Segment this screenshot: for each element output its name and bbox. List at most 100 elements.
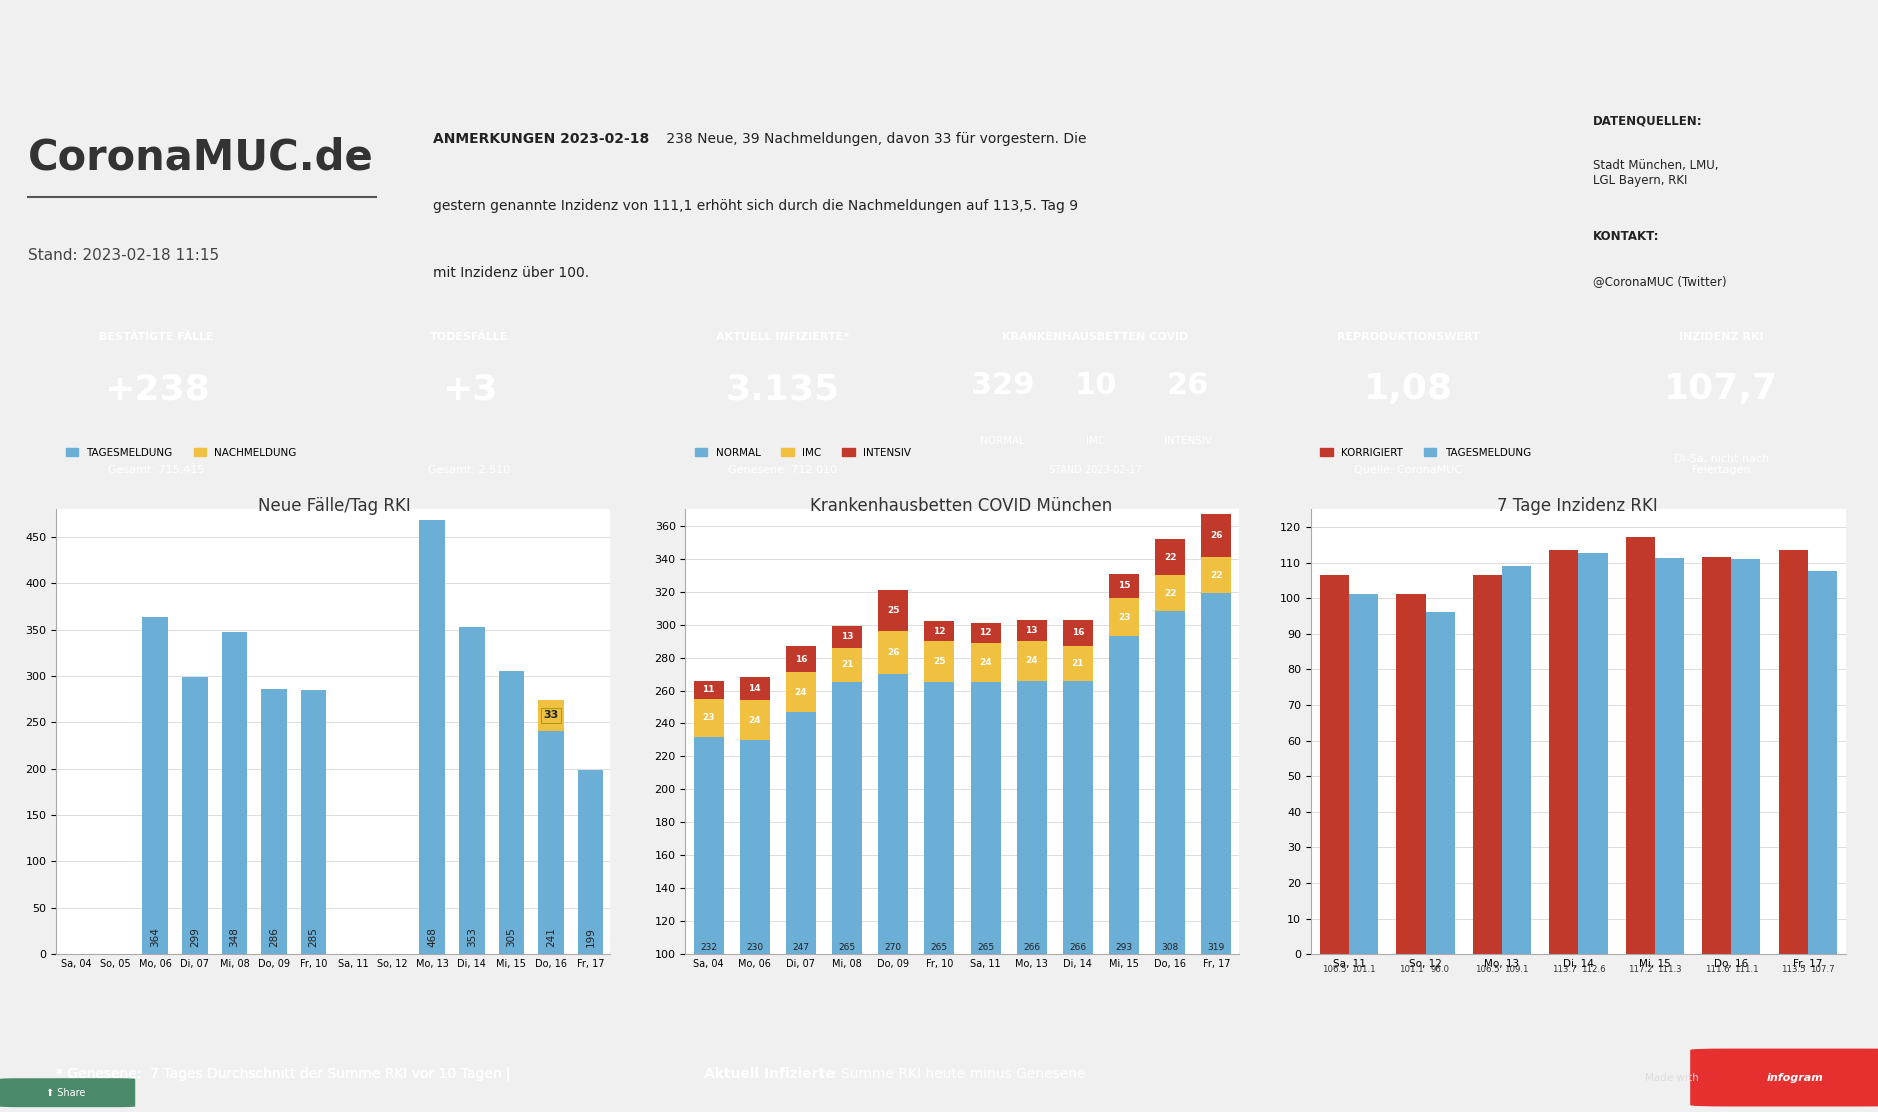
Text: IMC: IMC xyxy=(1085,436,1104,446)
Bar xyxy=(539,701,563,731)
Bar xyxy=(832,647,862,683)
Bar xyxy=(971,683,1001,954)
Text: 265: 265 xyxy=(977,943,993,953)
Text: 14: 14 xyxy=(749,684,761,694)
Text: 111.3: 111.3 xyxy=(1656,965,1683,974)
Text: BESTÄTIGTE FÄLLE: BESTÄTIGTE FÄLLE xyxy=(100,332,214,342)
Bar xyxy=(1809,570,1837,954)
Text: 11: 11 xyxy=(702,685,716,694)
Bar xyxy=(879,674,909,954)
Bar xyxy=(1502,566,1531,954)
Bar xyxy=(693,698,723,736)
Text: Made with: Made with xyxy=(1645,1073,1700,1082)
Text: 305: 305 xyxy=(507,927,516,946)
Text: 24: 24 xyxy=(749,716,761,725)
Text: 26: 26 xyxy=(886,648,900,657)
Text: Krankenhausbetten COVID München: Krankenhausbetten COVID München xyxy=(811,497,1112,515)
Bar xyxy=(785,673,815,712)
Text: Gesamt: 715.415: Gesamt: 715.415 xyxy=(109,466,205,476)
Text: 106.5: 106.5 xyxy=(1322,965,1347,974)
FancyBboxPatch shape xyxy=(1690,1049,1878,1106)
Text: 117.2: 117.2 xyxy=(1628,965,1653,974)
Text: ANMERKUNGEN 2023-02-18: ANMERKUNGEN 2023-02-18 xyxy=(434,132,650,147)
Bar xyxy=(182,677,208,954)
Text: 3.135: 3.135 xyxy=(725,373,839,406)
Text: 308: 308 xyxy=(1162,943,1179,953)
Bar xyxy=(693,681,723,698)
Bar xyxy=(1472,575,1502,954)
Bar xyxy=(1732,558,1760,954)
Text: 112.6: 112.6 xyxy=(1581,965,1606,974)
Text: 266: 266 xyxy=(1069,943,1087,953)
Bar xyxy=(1063,681,1093,954)
Text: Neue Fälle/Tag RKI: Neue Fälle/Tag RKI xyxy=(257,497,411,515)
Text: 33: 33 xyxy=(543,711,558,721)
Bar xyxy=(740,701,770,739)
Bar xyxy=(1063,619,1093,646)
Bar xyxy=(1155,612,1185,954)
Text: 26: 26 xyxy=(1209,532,1223,540)
Text: INTENSIV: INTENSIV xyxy=(1164,436,1213,446)
Text: Gesamt: 2.510: Gesamt: 2.510 xyxy=(428,466,511,476)
Text: 107.7: 107.7 xyxy=(1810,965,1835,974)
Text: 247: 247 xyxy=(793,943,809,953)
Bar xyxy=(1110,636,1140,954)
Text: 24: 24 xyxy=(794,687,808,696)
Bar xyxy=(785,712,815,954)
Bar xyxy=(971,623,1001,643)
Bar xyxy=(1549,549,1579,954)
Text: KRANKENHAUSBETTEN COVID: KRANKENHAUSBETTEN COVID xyxy=(1003,332,1189,342)
Text: 10: 10 xyxy=(1074,371,1117,400)
Legend: NORMAL, IMC, INTENSIV: NORMAL, IMC, INTENSIV xyxy=(691,444,915,461)
Bar xyxy=(1110,574,1140,598)
Legend: TAGESMELDUNG, NACHMELDUNG: TAGESMELDUNG, NACHMELDUNG xyxy=(62,444,300,461)
Text: AKTUELL INFIZIERTE*: AKTUELL INFIZIERTE* xyxy=(716,332,849,342)
Text: +3: +3 xyxy=(441,373,498,406)
Bar xyxy=(1202,594,1232,954)
Bar xyxy=(300,689,327,954)
Text: TODESFÄLLE: TODESFÄLLE xyxy=(430,332,509,342)
Text: 21: 21 xyxy=(841,661,853,669)
Bar xyxy=(832,683,862,954)
Text: 22: 22 xyxy=(1209,570,1223,579)
Bar xyxy=(924,683,954,954)
Text: 25: 25 xyxy=(886,606,900,615)
Bar xyxy=(458,627,485,954)
Text: NORMAL: NORMAL xyxy=(980,436,1025,446)
Text: 101.1: 101.1 xyxy=(1352,965,1377,974)
Text: 113.5: 113.5 xyxy=(1780,965,1805,974)
Text: Di-Sa, nicht nach
Feiertagen: Di-Sa, nicht nach Feiertagen xyxy=(1673,454,1769,476)
Text: 265: 265 xyxy=(838,943,856,953)
Text: 230: 230 xyxy=(746,943,762,953)
Text: * Genesene:  7 Tages Durchschnitt der Summe RKI vor 10 Tagen |: * Genesene: 7 Tages Durchschnitt der Sum… xyxy=(56,1066,515,1081)
Text: 106.5: 106.5 xyxy=(1474,965,1501,974)
Bar xyxy=(785,646,815,673)
Text: 113.7: 113.7 xyxy=(1551,965,1576,974)
Text: * Genesene:  7 Tages Durchschnitt der Summe RKI vor 10 Tagen |: * Genesene: 7 Tages Durchschnitt der Sum… xyxy=(56,1066,515,1081)
Bar xyxy=(261,689,287,954)
Text: 7 Tage Inzidenz RKI: 7 Tage Inzidenz RKI xyxy=(1497,497,1658,515)
Bar xyxy=(1155,539,1185,575)
Bar xyxy=(1655,558,1685,954)
Text: 16: 16 xyxy=(794,655,808,664)
Bar xyxy=(498,672,524,954)
Text: * Genesene:  7 Tages Durchschnitt der Summe RKI vor 10 Tagen |: * Genesene: 7 Tages Durchschnitt der Sum… xyxy=(56,1066,515,1081)
Bar xyxy=(143,617,169,954)
Text: 24: 24 xyxy=(1025,656,1039,665)
Text: KONTAKT:: KONTAKT: xyxy=(1593,230,1658,244)
Bar xyxy=(1016,681,1046,954)
Bar xyxy=(740,677,770,701)
Text: @CoronaMUC (Twitter): @CoronaMUC (Twitter) xyxy=(1593,275,1726,288)
Text: Stadt München, LMU,
LGL Bayern, RKI: Stadt München, LMU, LGL Bayern, RKI xyxy=(1593,159,1718,187)
Text: 238 Neue, 39 Nachmeldungen, davon 33 für vorgestern. Die: 238 Neue, 39 Nachmeldungen, davon 33 für… xyxy=(663,132,1087,147)
Text: 353: 353 xyxy=(468,926,477,946)
Text: 101.1: 101.1 xyxy=(1399,965,1424,974)
Text: 23: 23 xyxy=(702,713,716,722)
Text: 24: 24 xyxy=(978,658,992,667)
Bar xyxy=(971,643,1001,683)
Bar xyxy=(1626,537,1655,954)
Bar xyxy=(924,622,954,642)
Text: 13: 13 xyxy=(1025,626,1039,635)
Bar xyxy=(1202,557,1232,594)
Text: 22: 22 xyxy=(1164,589,1176,598)
